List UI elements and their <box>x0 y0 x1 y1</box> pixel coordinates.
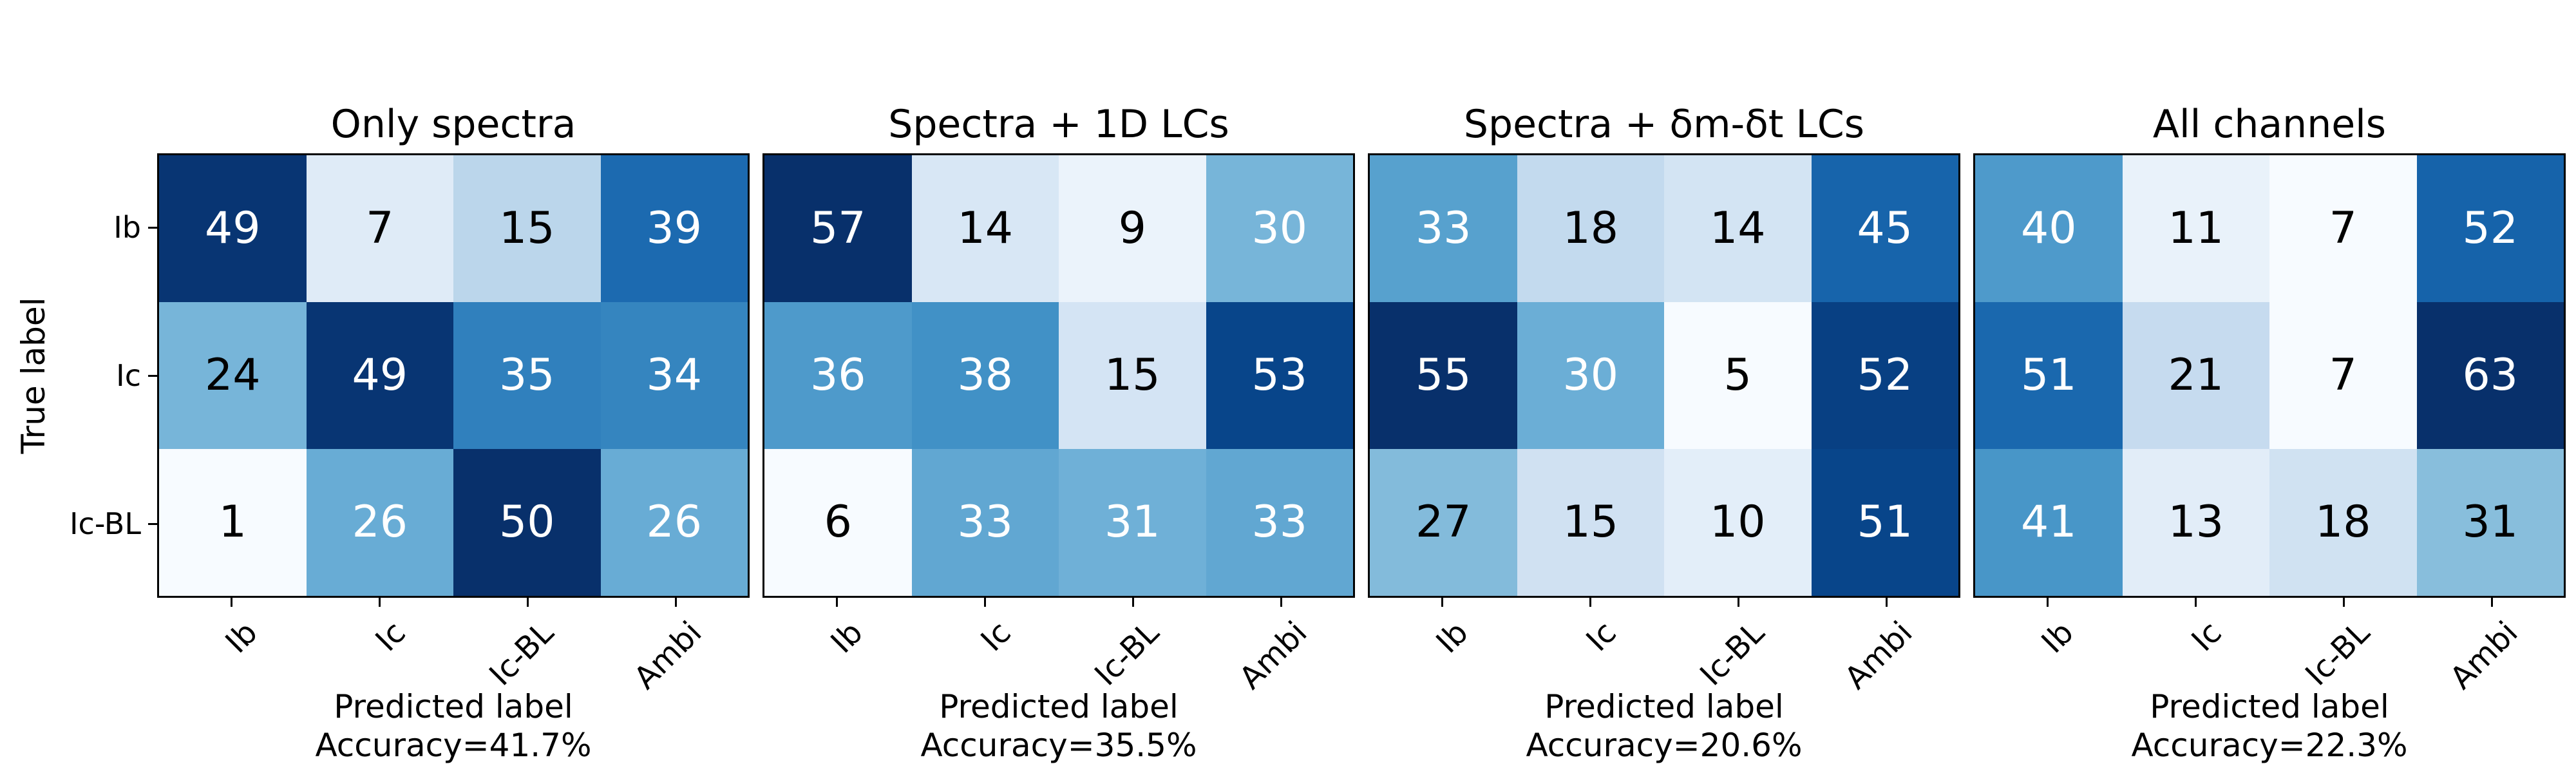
x-tick <box>1132 598 1134 607</box>
accuracy-label: Accuracy=20.6% <box>1526 727 1803 764</box>
x-axis-title: Predicted label <box>939 688 1179 725</box>
matrix-cell: 24 <box>159 302 307 449</box>
matrix-cell: 34 <box>600 302 748 449</box>
matrix-cell: 53 <box>1206 302 1353 449</box>
matrix-cell: 7 <box>306 155 453 302</box>
matrix-cell: 6 <box>764 449 912 596</box>
y-tick <box>148 226 157 229</box>
matrix-cell: 11 <box>2122 155 2269 302</box>
matrix-cell: 50 <box>453 449 601 596</box>
matrix-cell: 15 <box>453 155 601 302</box>
y-tick-label: Ic <box>116 358 141 393</box>
matrix-cell: 30 <box>1517 302 1664 449</box>
matrix-cell: 35 <box>453 302 601 449</box>
matrix-cell: 30 <box>1206 155 1353 302</box>
matrix-cell: 18 <box>1517 155 1664 302</box>
matrix-cell: 26 <box>600 449 748 596</box>
matrix-cell: 33 <box>1206 449 1353 596</box>
x-tick <box>2342 598 2345 607</box>
accuracy-label: Accuracy=22.3% <box>2131 727 2408 764</box>
matrix-cell: 14 <box>1664 155 1812 302</box>
matrix-cell: 13 <box>2122 449 2269 596</box>
matrix-cell: 38 <box>911 302 1059 449</box>
y-tick <box>148 374 157 377</box>
x-tick <box>835 598 838 607</box>
matrix-cell: 9 <box>1059 155 1206 302</box>
matrix-cell: 52 <box>2416 155 2564 302</box>
x-tick <box>526 598 529 607</box>
heatmap-grid: 57 14 9 30 36 38 15 53 6 33 31 33 <box>762 153 1355 598</box>
heatmap-grid: 33 18 14 45 55 30 5 52 27 15 10 51 <box>1368 153 1960 598</box>
x-tick <box>1280 598 1282 607</box>
matrix-cell: 15 <box>1059 302 1206 449</box>
matrix-cell: 55 <box>1370 302 1517 449</box>
x-tick <box>1441 598 1443 607</box>
matrix-cell: 27 <box>1370 449 1517 596</box>
matrix-cell: 49 <box>159 155 307 302</box>
x-tick <box>1737 598 1739 607</box>
heatmap-grid: 49 7 15 39 24 49 35 34 1 26 50 26 <box>157 153 750 598</box>
matrix-cell: 7 <box>2269 155 2417 302</box>
confusion-matrix-panel-spectra-1d-lcs: Spectra + 1D LCs 57 14 9 30 36 38 15 53 6 33 31 33 … <box>762 0 1355 773</box>
matrix-cell: 14 <box>911 155 1059 302</box>
matrix-cell: 41 <box>1975 449 2123 596</box>
matrix-cell: 57 <box>764 155 912 302</box>
accuracy-label: Accuracy=35.5% <box>920 727 1197 764</box>
x-axis-title: Predicted label <box>1544 688 1784 725</box>
x-tick <box>2046 598 2049 607</box>
matrix-cell: 39 <box>600 155 748 302</box>
accuracy-label: Accuracy=41.7% <box>315 727 592 764</box>
panel-title: Spectra + δm-δt LCs <box>1463 102 1865 147</box>
x-axis-title: Predicted label <box>2150 688 2389 725</box>
matrix-cell: 10 <box>1664 449 1812 596</box>
matrix-cell: 21 <box>2122 302 2269 449</box>
x-tick <box>1885 598 1888 607</box>
panel-title: All channels <box>2152 102 2387 147</box>
y-tick-label: Ic-BL <box>69 506 141 541</box>
matrix-cell: 7 <box>2269 302 2417 449</box>
x-tick <box>983 598 986 607</box>
heatmap-grid: 40 11 7 52 51 21 7 63 41 13 18 31 <box>1973 153 2566 598</box>
panel-title: Only spectra <box>330 102 576 147</box>
x-tick <box>378 598 381 607</box>
x-axis-title: Predicted label <box>334 688 573 725</box>
matrix-cell: 40 <box>1975 155 2123 302</box>
matrix-cell: 36 <box>764 302 912 449</box>
matrix-cell: 49 <box>306 302 453 449</box>
x-tick <box>230 598 232 607</box>
matrix-cell: 18 <box>2269 449 2417 596</box>
matrix-cell: 15 <box>1517 449 1664 596</box>
matrix-cell: 33 <box>911 449 1059 596</box>
matrix-cell: 5 <box>1664 302 1812 449</box>
confusion-matrix-panel-all-channels: All channels 40 11 7 52 51 21 7 63 41 13 18 31 Pred… <box>1973 0 2566 773</box>
y-tick-label: Ib <box>113 210 141 245</box>
matrix-cell: 45 <box>1811 155 1958 302</box>
confusion-matrix-panel-spectra-dm-dt-lcs: Spectra + δm-δt LCs 33 18 14 45 55 30 5 52 27 15 1… <box>1368 0 1960 773</box>
x-tick <box>674 598 677 607</box>
matrix-cell: 26 <box>306 449 453 596</box>
matrix-cell: 31 <box>2416 449 2564 596</box>
x-tick <box>2490 598 2493 607</box>
matrix-cell: 31 <box>1059 449 1206 596</box>
matrix-cell: 33 <box>1370 155 1517 302</box>
confusion-matrix-panel-only-spectra: Only spectra 49 7 15 39 24 49 35 34 1 26 50 26 Pred… <box>70 0 750 773</box>
matrix-cell: 63 <box>2416 302 2564 449</box>
y-tick <box>148 522 157 525</box>
x-tick <box>2194 598 2197 607</box>
matrix-cell: 52 <box>1811 302 1958 449</box>
x-tick <box>1589 598 1591 607</box>
matrix-cell: 1 <box>159 449 307 596</box>
panel-title: Spectra + 1D LCs <box>888 102 1229 147</box>
matrix-cell: 51 <box>1811 449 1958 596</box>
matrix-cell: 51 <box>1975 302 2123 449</box>
